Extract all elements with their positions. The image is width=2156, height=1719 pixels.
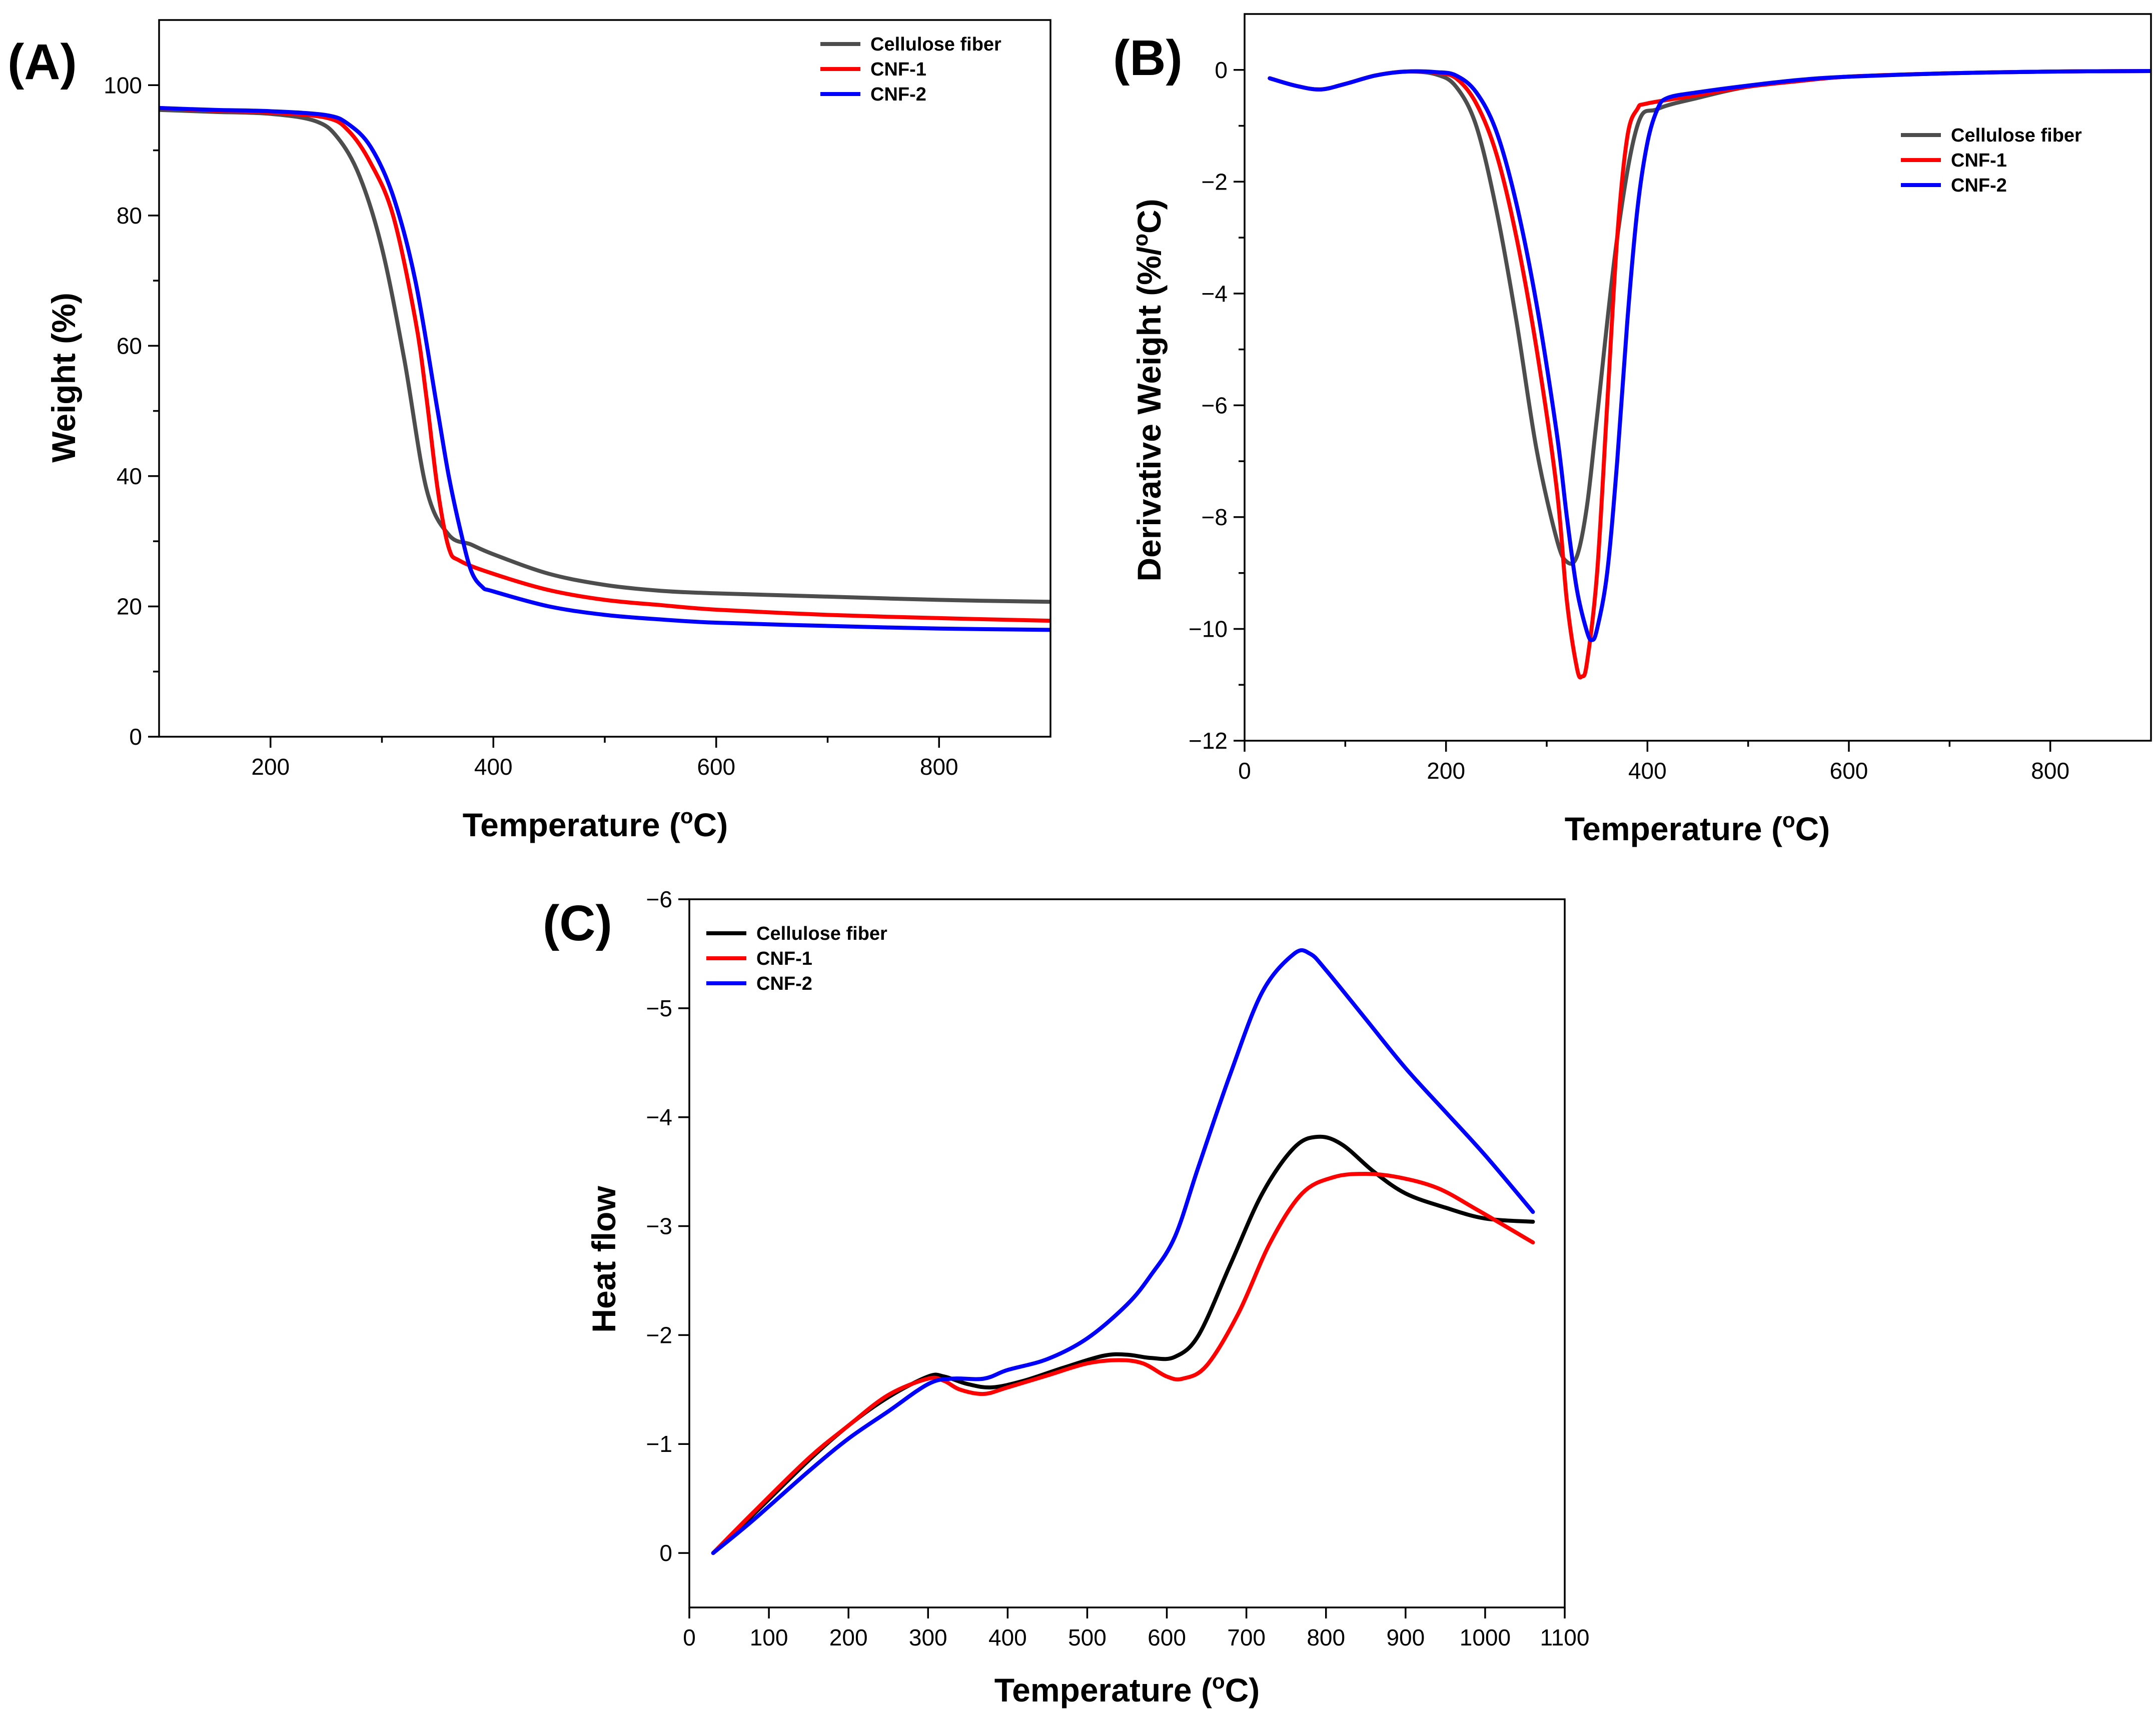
y-tick-label: −4	[1202, 281, 1228, 307]
x-tick-label: 300	[909, 1624, 947, 1650]
legend-label: CNF-2	[870, 84, 926, 105]
x-tick-label: 400	[1628, 758, 1667, 784]
x-axis-title: Temperature (oC)	[994, 1669, 1260, 1708]
x-tick-label: 900	[1386, 1624, 1425, 1650]
y-tick-label: −3	[646, 1213, 672, 1239]
legend: Cellulose fiber CNF-1 CNF-2	[820, 34, 1001, 105]
legend-label: CNF-2	[756, 973, 812, 994]
y-axis-title: Heat flow	[585, 1186, 622, 1333]
y-tick-label: 100	[104, 72, 142, 98]
y-tick-label: 80	[117, 203, 142, 229]
plot-frame	[158, 19, 1051, 738]
legend-label: CNF-2	[1951, 175, 2007, 196]
x-tick-label: 200	[829, 1624, 868, 1650]
x-tick-label: 1000	[1460, 1624, 1511, 1650]
legend-label: Cellulose fiber	[870, 34, 1001, 55]
x-tick-label: 700	[1227, 1624, 1266, 1650]
y-tick-label: −12	[1189, 728, 1228, 754]
panel-b-letter: (B)	[1113, 30, 1183, 86]
y-tick-label: 0	[129, 724, 142, 750]
plot-frame	[1244, 13, 2152, 742]
x-tick-label: 500	[1068, 1624, 1107, 1650]
legend-label: CNF-1	[756, 948, 812, 969]
y-tick-label: 0	[659, 1540, 672, 1566]
legend-label: Cellulose fiber	[1951, 125, 2082, 146]
x-tick-label: 600	[697, 754, 735, 780]
x-tick-label: 200	[251, 754, 290, 780]
x-tick-label: 200	[1427, 758, 1465, 784]
x-tick-label: 600	[1148, 1624, 1186, 1650]
x-tick-label: 0	[683, 1624, 696, 1650]
panel-a-letter: (A)	[8, 34, 77, 90]
legend: Cellulose fiber CNF-1 CNF-2	[706, 923, 887, 994]
series-line-cnf-1	[711, 1172, 1535, 1555]
x-tick-label: 400	[988, 1624, 1027, 1650]
x-tick-label: 0	[1238, 758, 1251, 784]
x-tick-label: 400	[474, 754, 513, 780]
y-tick-label: 20	[117, 593, 142, 619]
y-axis-title: Weight (%)	[45, 293, 82, 463]
legend: Cellulose fiber CNF-1 CNF-2	[1901, 125, 2082, 196]
y-tick-label: −6	[646, 886, 672, 912]
x-tick-label: 800	[920, 754, 958, 780]
chart-panel-b: 0 200 400 600 800 0 −2 −4 −6 −8 −10 −12 Cellulose fi…	[1129, 13, 2152, 847]
y-tick-label: 0	[1215, 57, 1228, 83]
x-tick-label: 600	[1830, 758, 1868, 784]
y-tick-label: −5	[646, 995, 672, 1021]
plot-frame	[688, 898, 1566, 1608]
x-tick-label: 800	[2031, 758, 2069, 784]
series-line-cnf-2	[159, 106, 1050, 632]
y-tick-label: −2	[646, 1322, 672, 1348]
chart-panel-c: 0 100 200 300 400 500 600 700 800 900 1000 1100 0 −1 −…	[585, 886, 1589, 1708]
y-tick-label: −8	[1202, 504, 1228, 530]
series-line-cellulose-fiber	[711, 1134, 1535, 1555]
x-axis-title: Temperature (oC)	[1565, 808, 1830, 847]
panel-c-letter: (C)	[543, 895, 612, 951]
x-tick-label: 1100	[1540, 1624, 1590, 1650]
y-tick-label: 40	[117, 463, 142, 489]
x-axis-title: Temperature (oC)	[463, 804, 728, 843]
legend-label: Cellulose fiber	[756, 923, 887, 944]
series-line-cnf-1	[159, 106, 1050, 623]
y-tick-label: −2	[1202, 169, 1228, 195]
series-line-cnf-2	[1268, 69, 2151, 643]
y-tick-label: −4	[646, 1104, 672, 1130]
y-tick-label: −1	[646, 1431, 672, 1457]
x-tick-label: 800	[1307, 1624, 1345, 1650]
y-tick-label: −6	[1202, 392, 1228, 418]
y-tick-label: 60	[117, 333, 142, 359]
series-line-cnf-1	[1268, 69, 2151, 680]
legend-label: CNF-1	[870, 59, 926, 80]
series-line-cellulose-fiber	[159, 108, 1050, 604]
x-tick-label: 100	[750, 1624, 788, 1650]
series-line-cnf-2	[711, 948, 1535, 1555]
y-tick-label: −10	[1189, 616, 1228, 642]
legend-label: CNF-1	[1951, 150, 2007, 171]
y-axis-title: Derivative Weight (%/oC)	[1129, 199, 1168, 581]
